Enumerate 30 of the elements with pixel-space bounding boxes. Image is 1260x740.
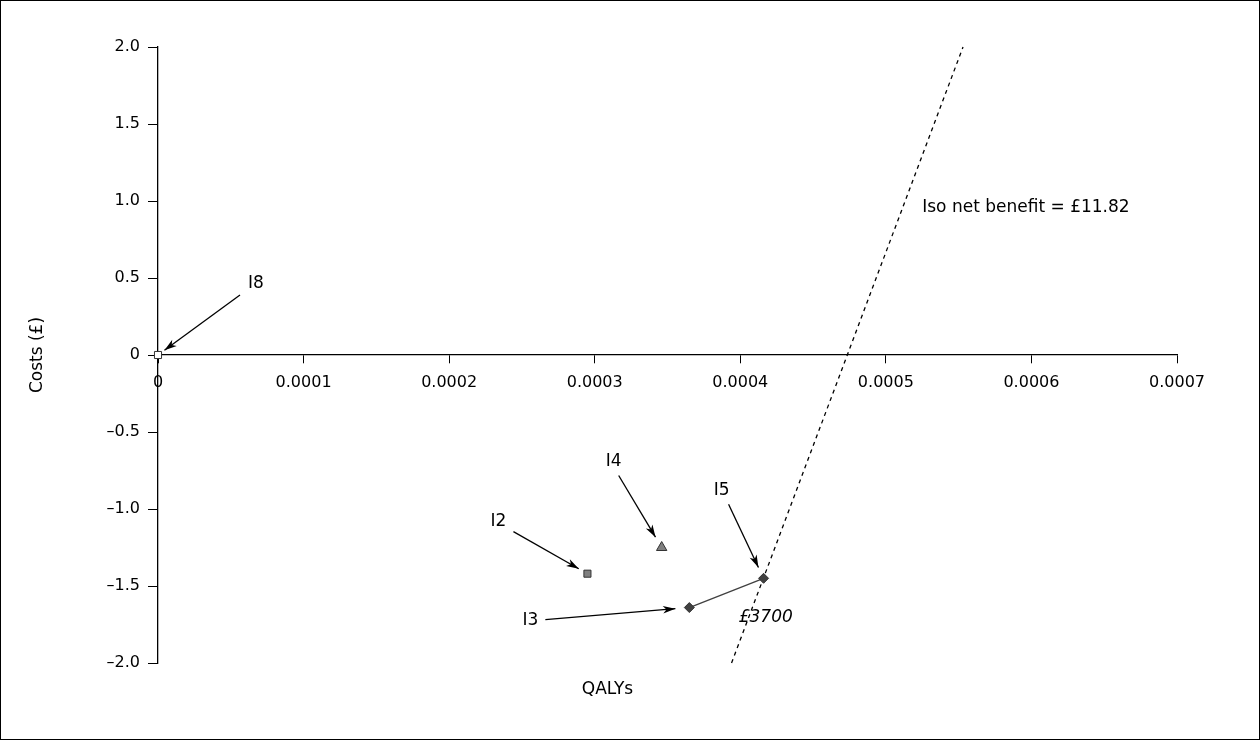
y-axis-title: Costs (£) (26, 316, 47, 394)
x-axis-title: QALYs (581, 678, 634, 699)
annotation: Iso net benefit = £11.82 (922, 195, 1130, 216)
point (683, 602, 695, 614)
text: I2 (490, 510, 507, 531)
annotation: £3700 (738, 606, 793, 627)
y-tick-label: 1.0 (114, 190, 140, 210)
x-tick-label: 0.0006 (1003, 371, 1060, 391)
x-tick-label: 0.0007 (1149, 371, 1205, 391)
y-tick-label: 2.0 (114, 36, 140, 56)
y-tick-label: –2.0 (106, 652, 140, 672)
y-tick-label: 0 (129, 344, 140, 364)
y-tick-label: –1.0 (106, 498, 140, 518)
point (655, 541, 668, 551)
x-tick-label: 0.0001 (275, 371, 332, 391)
y-tick-label: 0.5 (114, 267, 140, 287)
y-tick-label: –0.5 (106, 421, 140, 441)
text: I5 (713, 478, 730, 499)
x-tick-label: 0.0005 (857, 371, 914, 391)
point (153, 350, 163, 360)
x-tick-label: 0.0003 (566, 371, 623, 391)
y-tick-label: –1.5 (106, 575, 140, 595)
y-tick-label: 1.5 (114, 113, 140, 133)
x-tick-label: 0.0004 (712, 371, 769, 391)
point (583, 569, 592, 578)
x-tick-label: 0.0002 (421, 371, 478, 391)
point (758, 572, 770, 584)
text: I4 (605, 449, 622, 470)
text: I8 (248, 272, 264, 293)
text: I3 (522, 608, 539, 629)
